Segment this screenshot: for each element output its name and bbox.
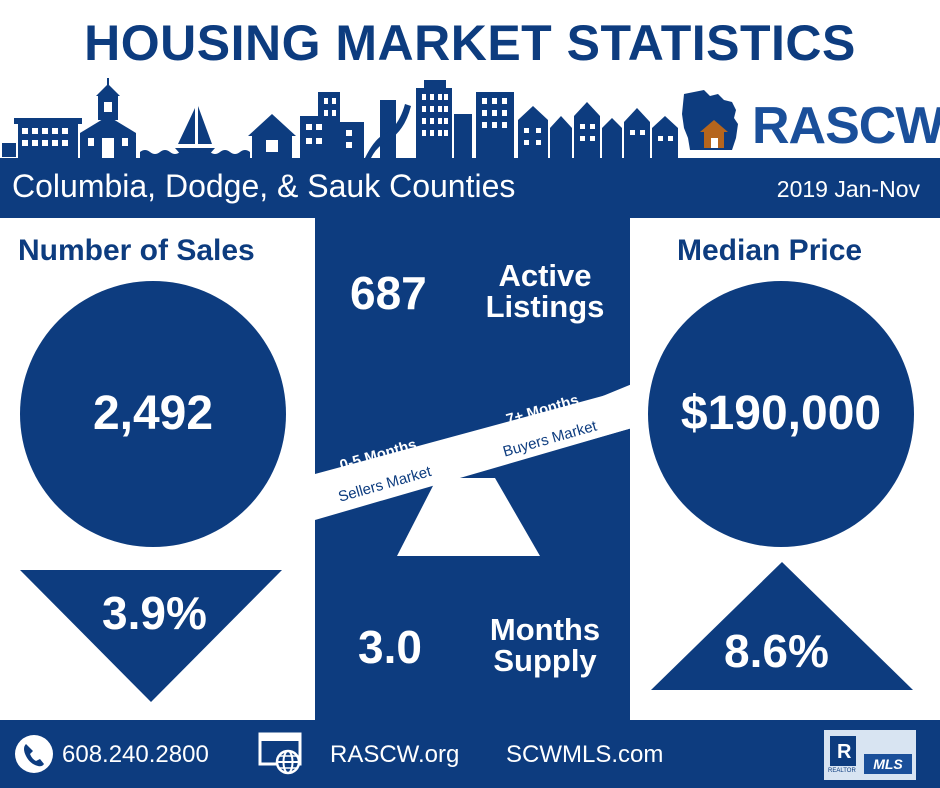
footer: 608.240.2800 RASCW.org SCWMLS.com R REAL…	[0, 720, 940, 788]
wisconsin-map-icon	[682, 90, 738, 150]
price-panel: Median Price $190,000 8.6%	[630, 218, 940, 720]
realtor-mls-badge: R REALTOR MLS	[824, 730, 916, 780]
svg-text:R: R	[837, 741, 852, 763]
sales-change: 3.9%	[102, 587, 207, 639]
price-change: 8.6%	[724, 625, 829, 677]
badge-text: MLS	[864, 754, 912, 774]
period-label: 2019 Jan-Nov	[776, 176, 920, 202]
price-value: $190,000	[680, 387, 882, 440]
sales-circle	[20, 281, 286, 547]
skyline-illustration	[2, 78, 678, 158]
badge-subtext: REALTOR	[828, 768, 856, 774]
rascw-logo: RASCW	[678, 88, 940, 158]
active-listings-label-line2: Listings	[485, 289, 605, 324]
footer-site-rascw[interactable]: RASCW.org	[330, 741, 460, 768]
region-label: Columbia, Dodge, & Sauk Counties	[12, 168, 516, 204]
price-circle	[648, 281, 914, 547]
region-band: Columbia, Dodge, & Sauk Counties 2019 Ja…	[0, 158, 940, 218]
down-arrow-icon	[20, 570, 282, 702]
sales-heading: Number of Sales	[18, 234, 255, 267]
active-listings-value: 687	[350, 267, 427, 319]
months-supply-label-line1: Months	[489, 612, 601, 647]
phone-icon	[15, 735, 53, 773]
sales-panel: Number of Sales 2,492 3.9%	[0, 218, 315, 720]
active-listings-label-line1: Active	[498, 258, 592, 293]
price-heading: Median Price	[677, 234, 863, 267]
sales-shapes	[20, 281, 286, 702]
up-arrow-icon	[651, 562, 913, 690]
realtor-badge-icon: R	[830, 736, 856, 766]
price-shapes	[648, 281, 914, 690]
footer-phone[interactable]: 608.240.2800	[62, 741, 209, 768]
footer-site-scwmls[interactable]: SCWMLS.com	[506, 741, 664, 768]
web-icon	[258, 732, 302, 775]
sales-value: 2,492	[92, 387, 214, 440]
house-icon	[700, 120, 728, 148]
months-supply-value: 3.0	[358, 621, 422, 673]
months-supply-label: Months Supply	[470, 614, 620, 676]
page-title: HOUSING MARKET STATISTICS	[84, 15, 856, 71]
logo-text: RASCW	[752, 97, 940, 155]
active-listings-label: Active Listings	[470, 260, 620, 322]
months-supply-label-line2: Supply	[493, 643, 597, 678]
market-balance-scale: 0-5 Months Sellers Market 7+ Months Buye…	[315, 384, 632, 556]
scale-fulcrum	[397, 478, 540, 556]
